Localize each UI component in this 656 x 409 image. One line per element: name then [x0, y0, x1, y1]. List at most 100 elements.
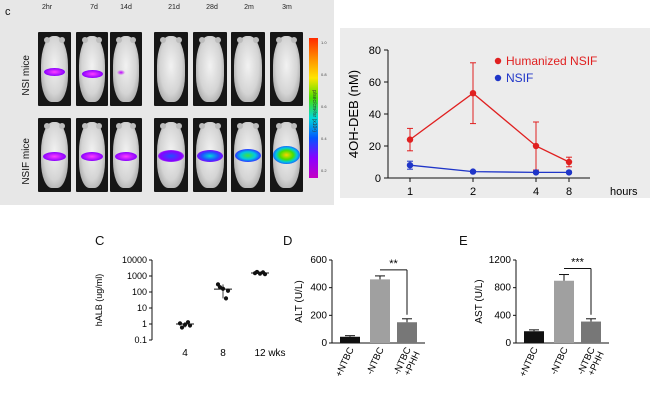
x-tick-label-line: +NTBC — [517, 346, 540, 379]
chart-background — [340, 28, 650, 198]
y-tick-label: 0.1 — [134, 335, 147, 345]
y-tick-label: 400 — [310, 283, 327, 294]
significance-label: *** — [571, 257, 585, 269]
mouse-image-nsi-28d — [193, 32, 227, 106]
y-tick-label: 10 — [137, 303, 147, 313]
mouse-image-nsif-7d — [76, 118, 108, 192]
x-axis-label: hours — [610, 186, 638, 198]
x-tick-label-line: +NTBC — [333, 346, 356, 379]
y-tick-label: 40 — [369, 109, 381, 121]
timepoint-label: 3m — [282, 4, 292, 11]
y-axis-label: 4OH-DEB (nM) — [346, 70, 361, 158]
mouse-image-nsif-2m — [231, 118, 265, 192]
data-point — [179, 325, 185, 330]
colorbar-label: p/sec/cm²/sr (x10⁶) — [311, 90, 317, 133]
x-tick-label: 2 — [470, 186, 476, 198]
mouse-image-nsif-14d — [110, 118, 142, 192]
mouse-image-nsif-3m — [270, 118, 303, 192]
y-tick-label: 80 — [369, 45, 381, 57]
data-point — [223, 296, 229, 301]
x-tick-label: -NTBC+PHH — [391, 345, 422, 380]
colorbar-tick: 0.2 — [321, 168, 327, 173]
mouse-image-nsif-2hr — [38, 118, 71, 192]
x-tick-label: 4 — [182, 348, 188, 359]
timepoint-label: 21d — [168, 4, 180, 11]
timepoint-label: 2m — [244, 4, 254, 11]
y-tick-label: 1 — [142, 319, 147, 329]
panel-label-c: C — [95, 233, 105, 248]
timepoint-label: 7d — [90, 4, 98, 11]
mouse-image-nsif-28d — [193, 118, 227, 192]
y-tick-label: 600 — [310, 255, 327, 266]
bar — [340, 336, 360, 343]
y-tick-label: 60 — [369, 77, 381, 89]
x-tick-label: -NTBC — [364, 345, 386, 376]
y-tick-label: 100 — [132, 287, 147, 297]
imaging-panel: c 2hr 7d 14d 21d 28d 2m 3m NSI mice NSIF… — [0, 0, 334, 205]
x-tick-label: 8 — [220, 348, 226, 359]
data-point — [469, 90, 477, 97]
mouse-image-nsi-2m — [231, 32, 265, 106]
series-line — [409, 164, 569, 174]
data-point — [532, 142, 540, 150]
x-tick-label: -NTBC — [548, 345, 570, 376]
colorbar-tick: 0.4 — [321, 136, 327, 141]
mouse-image-nsi-14d — [110, 32, 142, 106]
timepoint-label: 2hr — [41, 4, 53, 11]
bar — [370, 279, 390, 343]
y-tick-label: 200 — [310, 310, 327, 321]
y-tick-label: 0 — [321, 338, 327, 349]
y-axis-label: ALT (U/L) — [294, 280, 305, 322]
bar — [581, 321, 601, 343]
x-tick-label: -NTBC+PHH — [575, 345, 606, 380]
series-line — [409, 92, 570, 163]
timepoint-label: 14d — [120, 4, 132, 11]
x-tick-label-line: -NTBC — [364, 345, 386, 376]
y-tick-label: 10000 — [122, 255, 147, 265]
colorbar-tick: 0.6 — [321, 104, 327, 109]
y-tick-label: 0 — [375, 173, 381, 185]
scatter-chart-halb: 10000 1000 100 10 1 0.1 4 8 12 wks hALB (ug/ml) — [94, 255, 286, 359]
mouse-image-nsi-7d — [76, 32, 108, 106]
mouse-image-nsi-3m — [270, 32, 303, 106]
x-tick-label: 1 — [407, 186, 413, 198]
significance-label: ** — [389, 258, 398, 270]
panel-label-c-lower: c — [5, 6, 11, 18]
data-point — [469, 168, 477, 175]
data-point — [177, 321, 183, 326]
x-tick-label: 12 wks — [254, 348, 285, 359]
mouse-image-nsi-2hr — [38, 32, 71, 106]
y-tick-label: 0 — [505, 338, 511, 349]
panel-label-d: D — [283, 233, 293, 248]
colorbar-tick: 0.8 — [321, 72, 327, 77]
y-axis-label: AST (U/L) — [474, 279, 485, 323]
y-tick-label: 1000 — [127, 271, 147, 281]
y-tick-label: 1200 — [489, 255, 512, 266]
mouse-image-nsif-21d — [154, 118, 188, 192]
legend-label: NSIF — [506, 71, 533, 85]
row-label-nsi: NSI mice — [21, 55, 32, 96]
y-tick-label: 20 — [369, 141, 381, 153]
legend-marker — [494, 74, 502, 82]
y-axis-label: hALB (ug/ml) — [94, 274, 104, 327]
bar — [554, 280, 574, 343]
mouse-image-nsi-21d — [154, 32, 188, 106]
colorbar-tick: 1.0 — [321, 40, 327, 45]
data-point — [187, 323, 193, 328]
x-tick-label: 4 — [533, 186, 539, 198]
timepoint-label: 28d — [206, 4, 218, 11]
data-point — [185, 320, 191, 325]
y-tick-label: 400 — [494, 310, 511, 321]
x-tick-label-line: -NTBC — [548, 345, 570, 376]
line-chart-4oh-deb: 0 20 40 60 80 1 2 4 8 hours 4OH-DEB (nM) Humanized … — [340, 28, 650, 198]
legend-label: Humanized NSIF — [506, 54, 597, 68]
data-point — [406, 136, 414, 143]
panel-label-e: E — [459, 233, 468, 248]
bar — [524, 331, 544, 343]
x-tick-label: 8 — [566, 186, 572, 198]
y-tick-label: 800 — [494, 283, 511, 294]
data-point — [225, 288, 231, 293]
row-label-nsif: NSIF mice — [21, 138, 32, 185]
x-tick-label: +NTBC — [333, 346, 356, 379]
bar-chart-ast: 0 400 800 1200 AST (U/L) +NTBC -NTBC -NTBC+PHH *… — [474, 255, 609, 380]
